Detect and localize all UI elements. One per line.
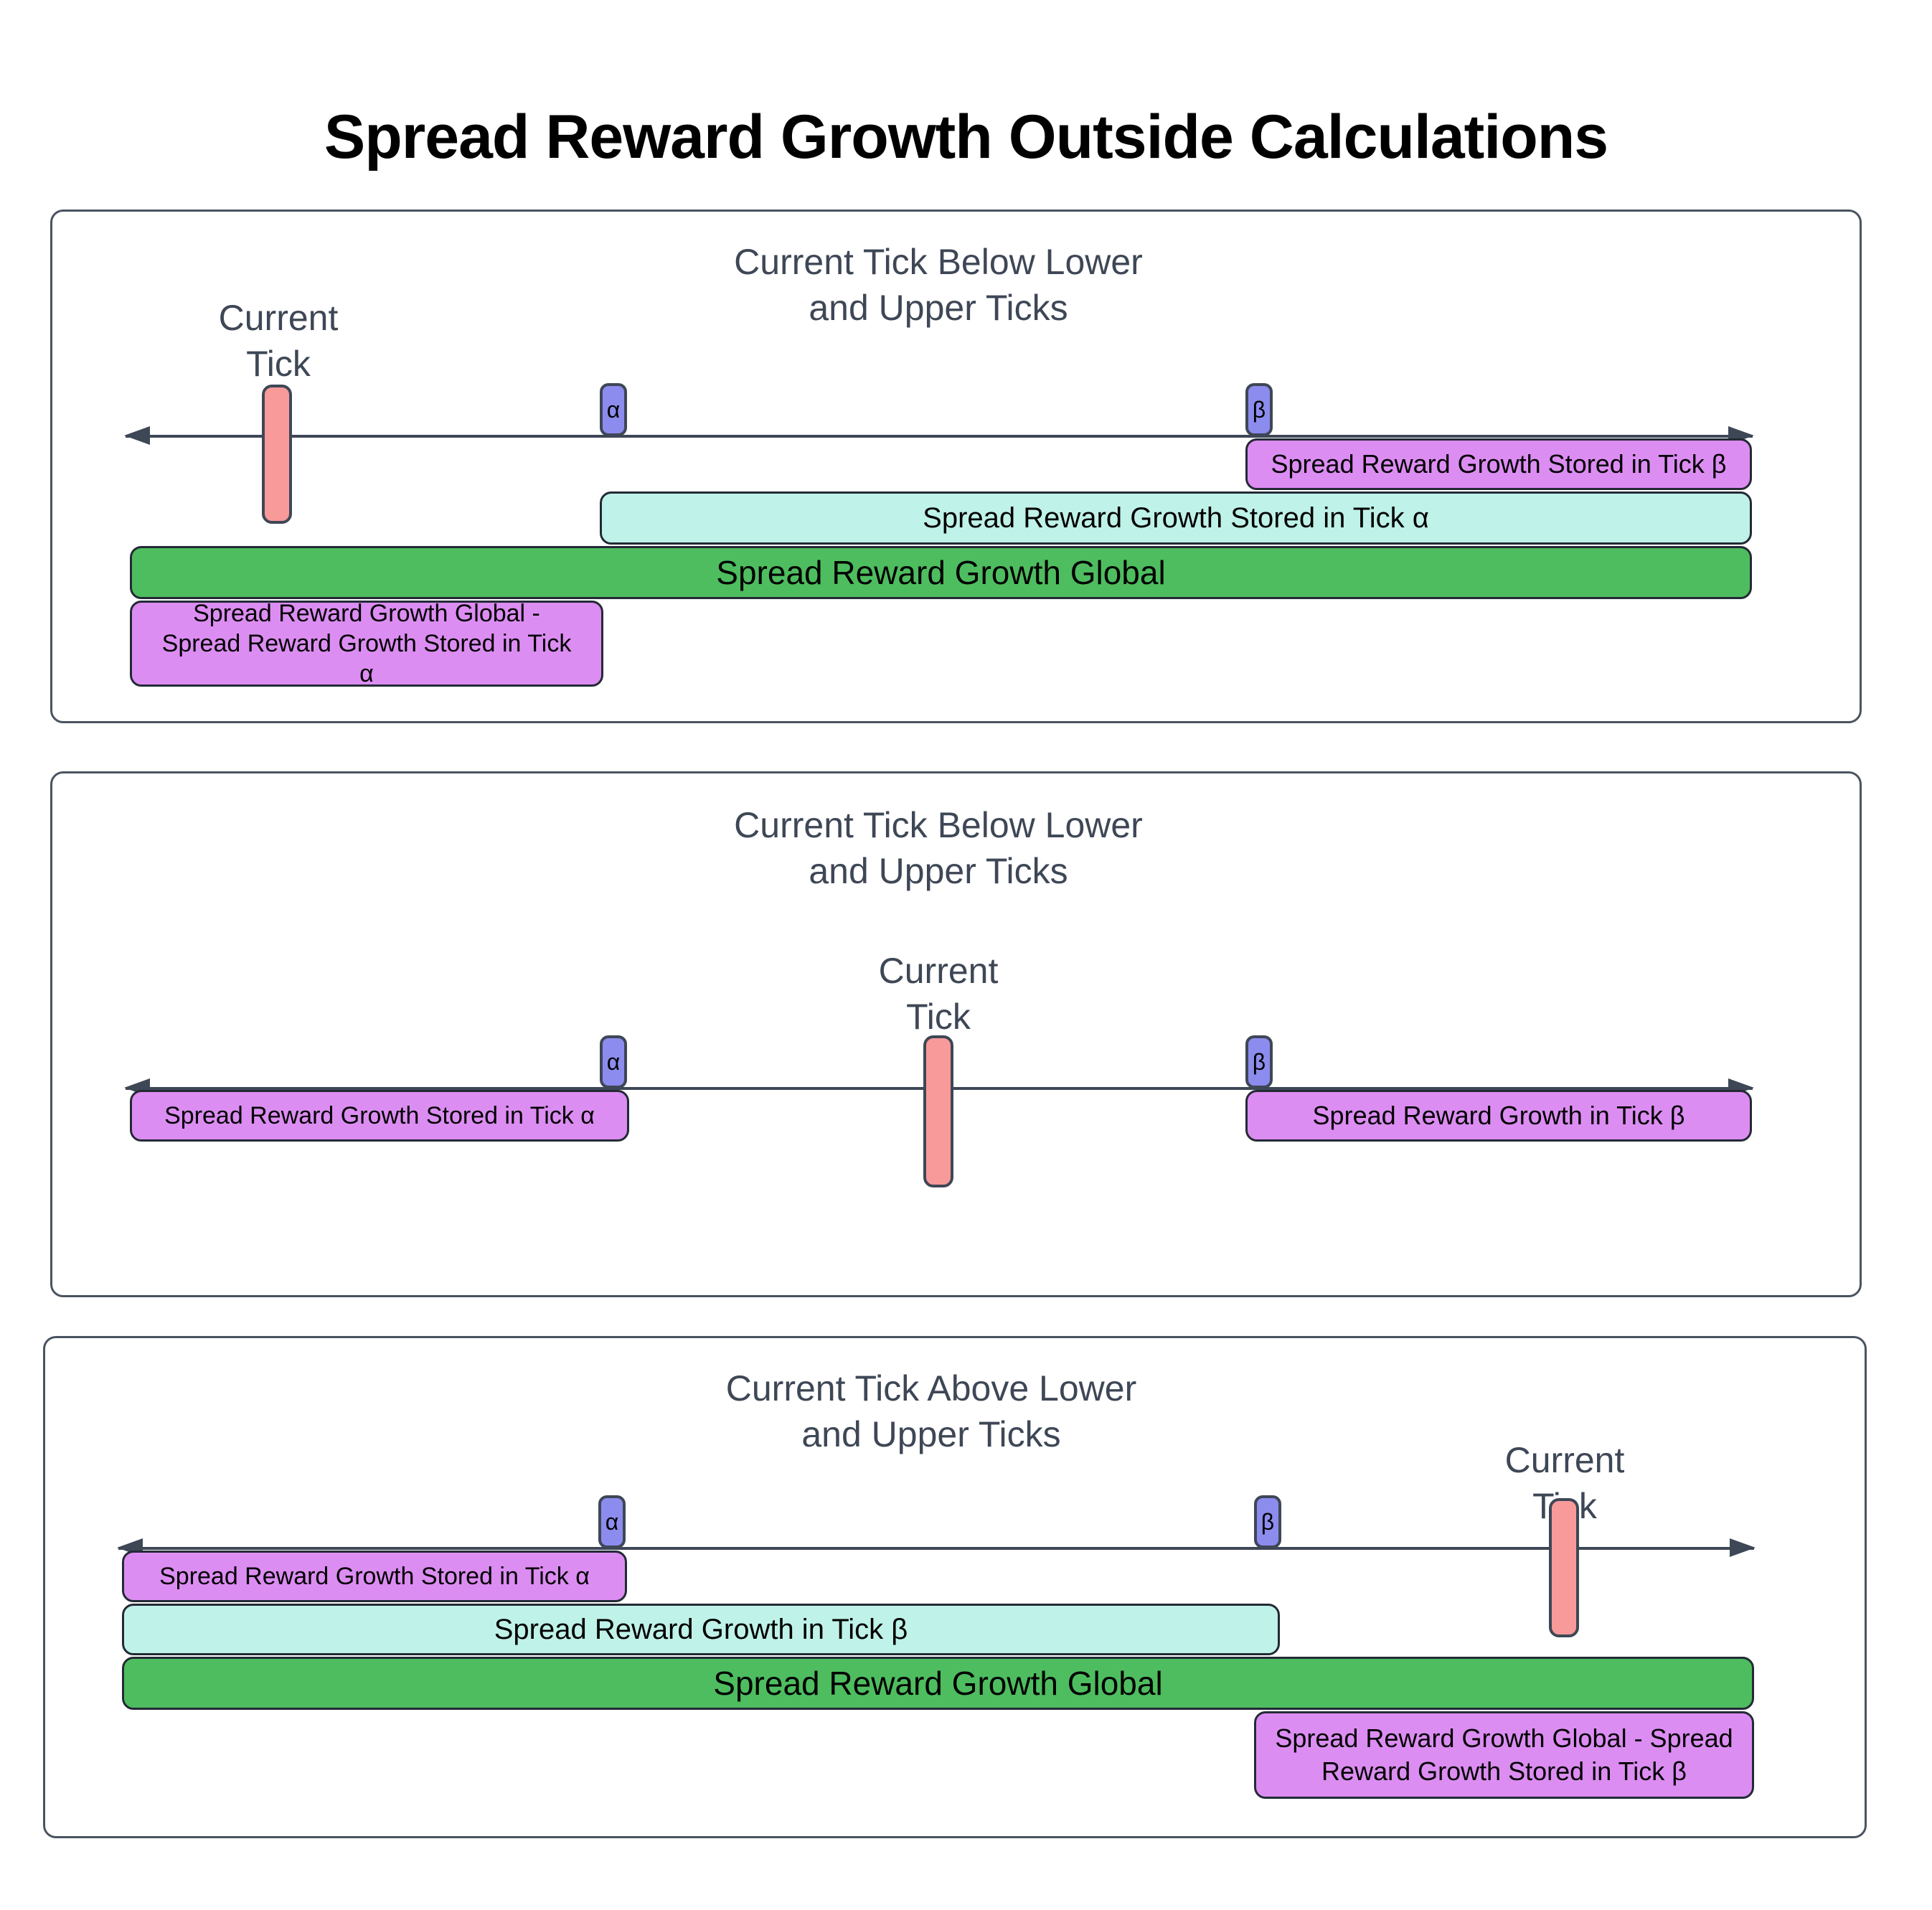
panel-title-line-2: and Upper Ticks xyxy=(801,1414,1061,1454)
current-tick-marker xyxy=(923,1035,953,1187)
bar-label: Spread Reward Growth Stored in Tick α xyxy=(923,502,1429,534)
bar-stored-tick-alpha: Spread Reward Growth Stored in Tick α xyxy=(130,1090,629,1142)
bar-global: Spread Reward Growth Global xyxy=(130,546,1752,599)
panel-title-line-1: Current Tick Above Lower xyxy=(725,1368,1137,1408)
panel-title-line-1: Current Tick Below Lower xyxy=(734,242,1143,282)
bar-label: Spread Reward Growth Stored in Tick β xyxy=(1271,449,1727,479)
alpha-tick-marker: α xyxy=(598,1495,626,1548)
beta-tick-label: β xyxy=(1252,1048,1266,1075)
panel-tick-above: Current Tick Above Lower and Upper Ticks… xyxy=(43,1336,1867,1838)
current-tick-marker xyxy=(262,385,292,524)
beta-tick-marker: β xyxy=(1245,1035,1273,1088)
bar-label: Spread Reward Growth in Tick β xyxy=(494,1613,908,1645)
beta-tick-marker: β xyxy=(1245,383,1273,436)
current-tick-label-line-2: Tick xyxy=(246,344,311,384)
panel-title: Current Tick Above Lower and Upper Ticks xyxy=(393,1365,1469,1457)
alpha-tick-label: α xyxy=(605,1508,619,1535)
bar-label-line: α xyxy=(359,660,374,687)
arrow-right-icon xyxy=(1730,1538,1756,1557)
bar-label: Spread Reward Growth in Tick β xyxy=(1312,1101,1685,1130)
bar-label: Spread Reward Growth Stored in Tick α xyxy=(164,1102,595,1129)
current-tick-label: Current Tick xyxy=(135,295,422,387)
bar-global: Spread Reward Growth Global xyxy=(122,1657,1754,1710)
alpha-tick-marker: α xyxy=(600,1035,627,1088)
bar-label: Spread Reward Growth Stored in Tick α xyxy=(159,1563,590,1590)
bar-label: Spread Reward Growth Global xyxy=(716,554,1166,591)
alpha-tick-label: α xyxy=(606,1048,621,1075)
current-tick-label-line-1: Current xyxy=(1504,1440,1625,1480)
panel-title-line-2: and Upper Ticks xyxy=(809,851,1068,891)
panel-title: Current Tick Below Lower and Upper Ticks xyxy=(400,239,1476,331)
current-tick-label-line-2: Tick xyxy=(906,997,971,1037)
bar-stored-tick-beta: Spread Reward Growth Stored in Tick β xyxy=(1245,438,1752,490)
bar-global-minus-beta: Spread Reward Growth Global - Spread Rew… xyxy=(1254,1711,1754,1799)
beta-tick-label: β xyxy=(1260,1508,1275,1535)
panel-title-line-2: and Upper Ticks xyxy=(809,288,1068,328)
current-tick-marker xyxy=(1549,1498,1579,1637)
current-tick-label-line-1: Current xyxy=(878,951,999,991)
panel-tick-below: Current Tick Below Lower and Upper Ticks… xyxy=(50,210,1862,723)
bar-label: Spread Reward Growth Global xyxy=(713,1665,1163,1702)
panel-title-line-1: Current Tick Below Lower xyxy=(734,805,1143,845)
beta-tick-marker: β xyxy=(1254,1495,1281,1548)
bar-stored-tick-alpha: Spread Reward Growth Stored in Tick α xyxy=(122,1551,627,1602)
page-title: Spread Reward Growth Outside Calculation… xyxy=(324,103,1608,171)
bar-label-line: Spread Reward Growth Stored in Tick xyxy=(161,630,572,657)
bar-label-line: Reward Growth Stored in Tick β xyxy=(1321,1756,1687,1786)
timeline-axis xyxy=(117,1538,1756,1557)
bar-in-tick-beta: Spread Reward Growth in Tick β xyxy=(1245,1090,1752,1142)
bar-global-minus-alpha: Spread Reward Growth Global - Spread Rew… xyxy=(130,600,603,687)
bar-label-line: Spread Reward Growth Global - xyxy=(193,600,540,627)
panel-tick-between: Current Tick Below Lower and Upper Ticks… xyxy=(50,771,1862,1297)
alpha-tick-marker: α xyxy=(600,383,627,436)
alpha-tick-label: α xyxy=(606,396,621,423)
panel-title: Current Tick Below Lower and Upper Ticks xyxy=(400,802,1476,894)
current-tick-label: Current Tick xyxy=(795,948,1082,1040)
beta-tick-label: β xyxy=(1252,396,1266,423)
timeline-axis xyxy=(124,426,1754,445)
bar-stored-tick-alpha: Spread Reward Growth Stored in Tick α xyxy=(600,491,1752,545)
bar-label-line: Spread Reward Growth Global - Spread xyxy=(1275,1723,1733,1753)
bar-in-tick-beta: Spread Reward Growth in Tick β xyxy=(122,1604,1280,1655)
arrow-left-icon xyxy=(124,426,150,445)
current-tick-label-line-1: Current xyxy=(218,298,339,338)
